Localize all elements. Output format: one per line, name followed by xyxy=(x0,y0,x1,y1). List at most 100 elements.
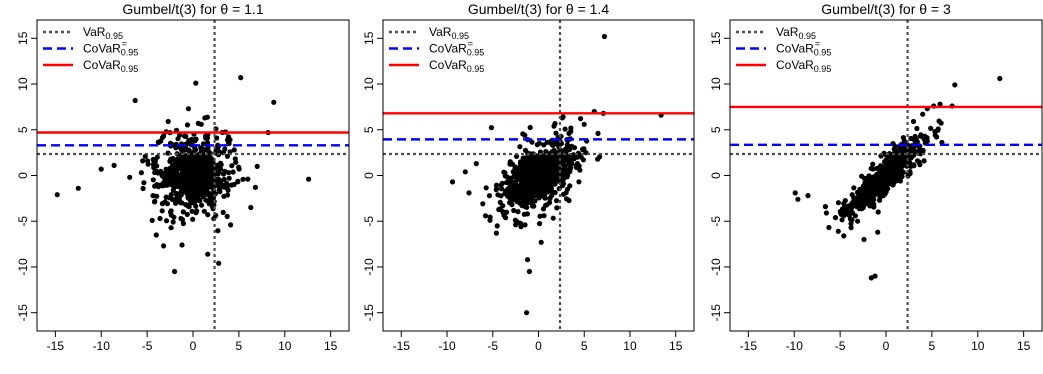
data-point xyxy=(900,169,906,175)
x-tick-label: -10 xyxy=(93,339,111,353)
data-point xyxy=(207,197,213,203)
data-point xyxy=(884,172,890,178)
legend-label: CoVaR0.95 xyxy=(83,42,138,58)
data-point xyxy=(193,189,199,195)
data-point xyxy=(997,75,1003,82)
y-axis: -15 -10 -5 0 5 10 15 xyxy=(16,31,37,321)
data-point xyxy=(928,125,934,131)
data-point xyxy=(898,157,904,164)
y-tick-label: 5 xyxy=(362,126,376,133)
data-point xyxy=(224,153,231,159)
data-point xyxy=(874,187,881,193)
data-point xyxy=(511,207,517,214)
x-tick-label: -10 xyxy=(438,339,456,353)
x-tick-label: 10 xyxy=(971,339,985,353)
data-point xyxy=(111,162,117,168)
data-point xyxy=(482,213,489,219)
data-point xyxy=(231,147,237,153)
data-point xyxy=(870,203,877,209)
data-point xyxy=(536,221,543,227)
legend-item: VaR0.95 xyxy=(736,25,816,41)
data-point xyxy=(201,157,207,163)
data-point xyxy=(494,223,500,229)
data-point xyxy=(507,159,513,165)
data-point xyxy=(178,147,184,153)
data-point xyxy=(866,189,872,195)
data-point xyxy=(233,159,239,165)
data-point xyxy=(132,97,138,104)
data-point xyxy=(524,257,531,263)
data-point xyxy=(165,118,171,125)
legend-label-text: CoVaR xyxy=(776,42,814,56)
data-point xyxy=(493,182,500,188)
data-point xyxy=(832,215,839,221)
data-point xyxy=(848,225,854,231)
data-point xyxy=(541,165,547,171)
y-axis: -15 -10 -5 0 5 10 15 xyxy=(362,31,383,321)
data-point xyxy=(185,106,191,112)
data-point xyxy=(206,192,212,198)
x-tick-label: -5 xyxy=(835,339,846,353)
x-tick-label: 5 xyxy=(581,339,588,353)
data-point xyxy=(167,195,173,201)
data-point xyxy=(504,174,511,180)
data-point xyxy=(509,187,516,193)
data-point xyxy=(826,224,832,231)
data-point xyxy=(535,163,541,169)
data-point xyxy=(888,169,894,175)
data-point xyxy=(525,180,531,186)
data-point xyxy=(918,132,924,138)
data-point xyxy=(163,166,169,172)
data-point xyxy=(248,204,254,211)
data-point xyxy=(170,166,177,172)
data-point xyxy=(543,181,550,188)
y-tick-label: -15 xyxy=(362,304,376,322)
data-point xyxy=(515,188,521,194)
y-tick-label: 0 xyxy=(709,172,723,179)
data-point xyxy=(529,156,535,162)
data-point xyxy=(515,209,521,215)
data-point xyxy=(168,212,174,218)
y-tick-label: 15 xyxy=(362,31,376,45)
plot-area xyxy=(730,20,1042,331)
data-point xyxy=(850,202,856,208)
data-point xyxy=(159,208,165,214)
x-tick-label: 15 xyxy=(1017,339,1031,353)
data-point xyxy=(880,180,886,186)
x-tick-label: -10 xyxy=(786,339,804,353)
data-point xyxy=(936,118,942,124)
data-point xyxy=(553,198,560,204)
data-point xyxy=(252,184,258,190)
data-point xyxy=(537,213,543,219)
data-point xyxy=(462,169,468,175)
data-point xyxy=(835,228,841,234)
data-point xyxy=(168,225,174,231)
data-point xyxy=(541,213,547,219)
data-point xyxy=(914,125,920,132)
data-point xyxy=(551,123,557,129)
scatter-points xyxy=(449,33,664,316)
data-point xyxy=(202,115,208,121)
data-point xyxy=(196,181,202,187)
data-point xyxy=(145,161,151,167)
legend-label-sub: 0.95 xyxy=(798,31,816,41)
data-point xyxy=(175,136,181,142)
data-point xyxy=(184,159,190,165)
data-point xyxy=(160,134,166,140)
y-tick-label: -5 xyxy=(362,216,376,227)
data-point xyxy=(172,268,178,275)
data-point xyxy=(240,176,246,182)
x-tick-label: -15 xyxy=(740,339,758,353)
data-point xyxy=(159,170,165,177)
data-point xyxy=(564,186,571,192)
data-point xyxy=(494,186,500,192)
x-axis: -15 -10 -5 0 5 10 15 xyxy=(393,331,683,353)
data-point xyxy=(545,160,551,166)
data-point xyxy=(554,178,560,184)
data-point xyxy=(529,168,535,174)
data-point xyxy=(501,169,507,175)
data-point xyxy=(528,195,534,201)
x-tick-label: 0 xyxy=(190,339,197,353)
